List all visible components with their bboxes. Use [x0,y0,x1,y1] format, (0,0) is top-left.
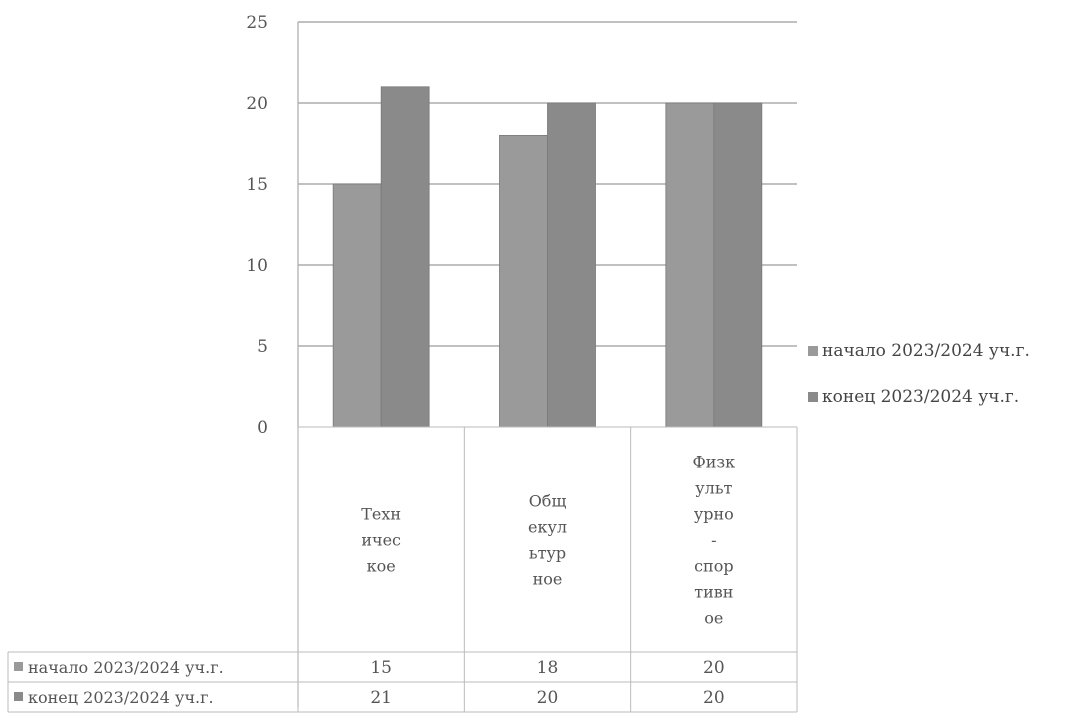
table-series-label: начало 2023/2024 уч.г. [28,658,224,677]
x-category-label: спор [694,557,734,576]
x-category-label: кое [367,557,396,576]
y-tick-label: 20 [246,94,268,114]
x-category-label: Техн [361,505,401,524]
bar-end-2 [713,102,763,428]
y-tick-label: 25 [246,13,268,33]
x-category-label: - [711,531,716,550]
y-tick-label: 0 [257,418,268,438]
bar-start-1 [499,134,548,428]
table-series-marker [14,692,23,701]
table-value-cell: 20 [703,688,725,708]
x-category-label: Общ [529,492,567,511]
table-value-cell: 21 [370,688,392,708]
legend-marker [808,346,818,356]
y-tick-label: 5 [257,337,268,357]
bar-end-0 [380,86,430,428]
bar-start-2 [665,102,715,428]
table-value-cell: 18 [537,658,559,678]
axes: 0 5 10 15 20 25 [246,13,299,707]
table-value-cell: 15 [370,658,392,678]
bar-start-0 [332,183,382,428]
x-category-label: тивн [694,583,733,602]
x-category-label: Физк [692,453,735,472]
legend-label: начало 2023/2024 уч.г. [822,341,1030,361]
x-category-label: екул [528,518,567,537]
x-category-label: ное [533,570,563,589]
bars [332,86,763,428]
x-category-label: ичес [361,531,401,550]
x-category-label: ульт [695,479,732,498]
x-category-label: ое [704,609,723,628]
legend-label: конец 2023/2024 уч.г. [822,387,1019,407]
legend: начало 2023/2024 уч.г. конец 2023/2024 уч… [808,341,1030,407]
table-series-marker [14,662,23,671]
y-tick-label: 15 [246,175,268,195]
table-value-cell: 20 [703,658,725,678]
bar-end-1 [547,102,596,428]
table-value-cell: 20 [537,688,559,708]
legend-marker [808,392,818,402]
y-tick-label: 10 [246,256,268,276]
table-series-label: конец 2023/2024 уч.г. [28,688,214,707]
data-table: Техн ичес кое Общ екул ьтур ное Физк ульт урно - сп… [7,426,798,713]
x-category-label: ьтур [529,544,566,563]
x-category-label: урно [694,505,734,524]
